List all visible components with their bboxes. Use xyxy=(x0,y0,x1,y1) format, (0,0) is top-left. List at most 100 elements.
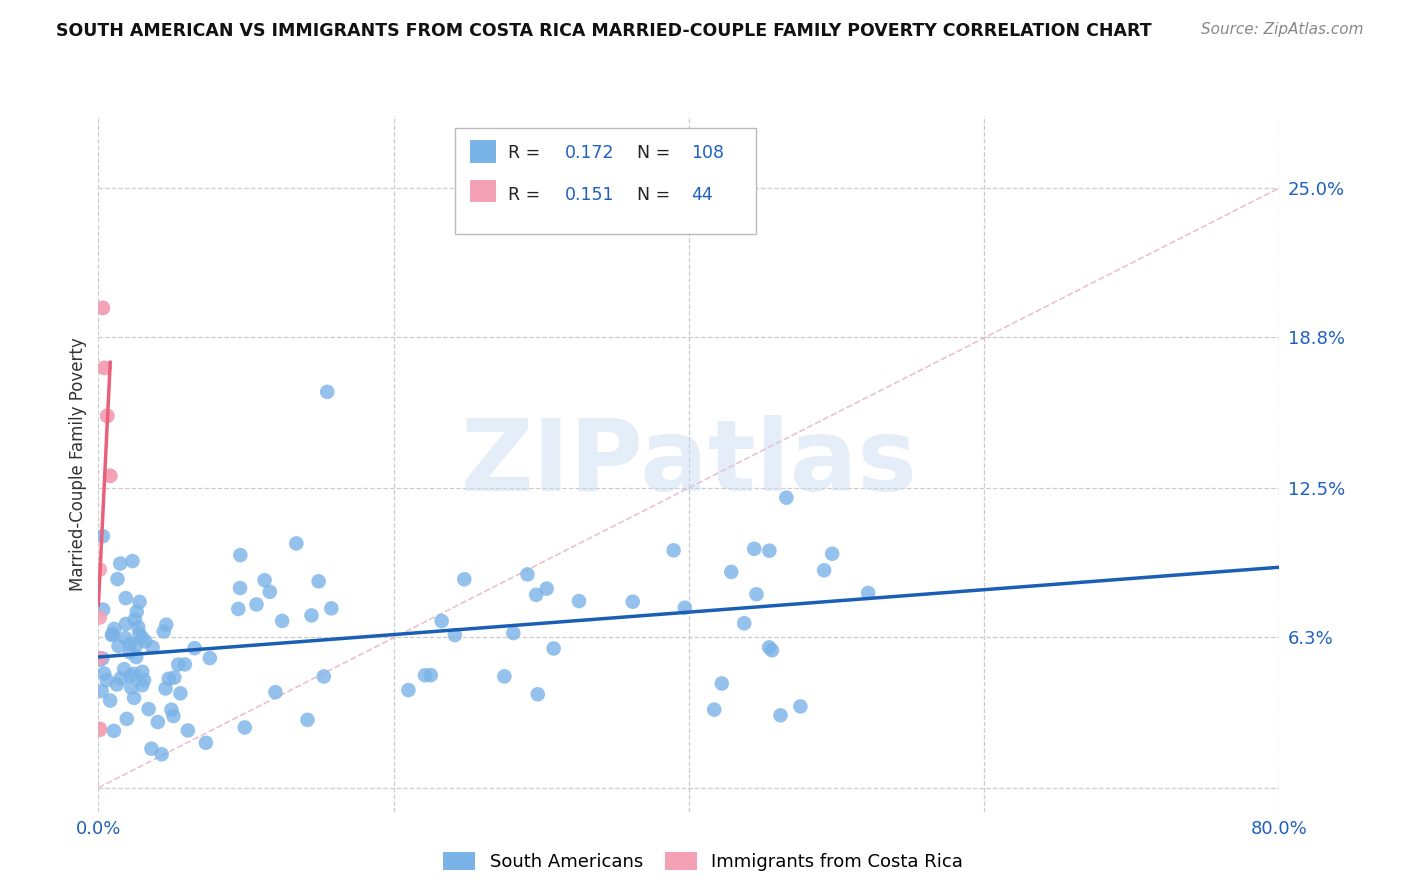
Point xyxy=(543,641,565,656)
Point xyxy=(141,741,163,756)
Point xyxy=(114,631,136,645)
Point xyxy=(89,653,111,667)
Point xyxy=(264,685,287,699)
Point xyxy=(120,669,142,683)
Point xyxy=(93,360,115,375)
Text: 0.151: 0.151 xyxy=(565,186,614,203)
Point xyxy=(89,723,111,737)
Point xyxy=(96,673,118,687)
Text: 44: 44 xyxy=(692,186,713,203)
Point xyxy=(516,567,538,582)
Point xyxy=(115,712,138,726)
Text: SOUTH AMERICAN VS IMMIGRANTS FROM COSTA RICA MARRIED-COUPLE FAMILY POVERTY CORRE: SOUTH AMERICAN VS IMMIGRANTS FROM COSTA … xyxy=(56,22,1152,40)
Point xyxy=(89,610,111,624)
Point xyxy=(118,637,141,651)
Point xyxy=(229,581,252,595)
Point xyxy=(96,409,118,423)
Point xyxy=(453,572,475,586)
Point xyxy=(98,468,121,483)
Point xyxy=(761,643,783,657)
Point xyxy=(101,628,124,642)
Point xyxy=(173,657,195,672)
Point xyxy=(125,650,148,665)
Point xyxy=(568,594,591,608)
Y-axis label: Married-Couple Family Poverty: Married-Couple Family Poverty xyxy=(69,337,87,591)
Point xyxy=(769,708,792,723)
Point xyxy=(789,699,811,714)
Point xyxy=(103,622,125,636)
Point xyxy=(115,616,138,631)
Point xyxy=(621,595,644,609)
Point xyxy=(127,620,149,634)
Point xyxy=(758,543,780,558)
Point xyxy=(146,714,169,729)
Point xyxy=(98,468,121,483)
Point xyxy=(285,536,308,550)
Point xyxy=(259,584,281,599)
Point xyxy=(413,668,436,682)
Point xyxy=(128,595,150,609)
Point xyxy=(419,668,441,682)
Point xyxy=(502,626,524,640)
Point xyxy=(526,687,548,701)
Point xyxy=(134,634,156,648)
Point xyxy=(703,703,725,717)
Point xyxy=(125,605,148,619)
Point xyxy=(91,651,114,665)
Point xyxy=(131,665,153,679)
Text: R =: R = xyxy=(508,144,546,161)
Point xyxy=(122,666,145,681)
FancyBboxPatch shape xyxy=(456,128,756,235)
Point xyxy=(91,301,114,315)
Point xyxy=(775,491,797,505)
Point xyxy=(720,565,742,579)
Point xyxy=(138,702,160,716)
Point xyxy=(194,736,217,750)
Point xyxy=(198,651,221,665)
Point xyxy=(91,301,114,315)
Point xyxy=(132,673,155,687)
Point xyxy=(107,572,129,586)
Point xyxy=(90,684,112,698)
FancyBboxPatch shape xyxy=(471,180,496,202)
Point xyxy=(112,662,135,676)
Point xyxy=(821,547,844,561)
Point xyxy=(245,598,267,612)
Point xyxy=(167,657,190,672)
Point xyxy=(321,601,343,615)
Point xyxy=(98,693,121,707)
Point xyxy=(89,722,111,736)
Point xyxy=(160,703,183,717)
Point xyxy=(524,588,547,602)
Point xyxy=(183,641,205,656)
Text: ZIPatlas: ZIPatlas xyxy=(461,416,917,512)
Point xyxy=(114,591,136,605)
Point xyxy=(120,645,142,659)
Point xyxy=(89,651,111,665)
Point xyxy=(103,723,125,738)
Point xyxy=(271,614,294,628)
Point xyxy=(93,360,115,375)
Point xyxy=(124,613,146,627)
Point xyxy=(110,671,132,685)
Point xyxy=(121,554,143,568)
Point xyxy=(101,627,124,641)
Point xyxy=(177,723,200,738)
Point xyxy=(128,626,150,640)
Point xyxy=(120,681,142,695)
FancyBboxPatch shape xyxy=(471,140,496,162)
Point xyxy=(856,586,879,600)
Point xyxy=(301,608,323,623)
Text: Source: ZipAtlas.com: Source: ZipAtlas.com xyxy=(1201,22,1364,37)
Point xyxy=(155,617,177,632)
Point xyxy=(444,628,467,642)
Point xyxy=(105,677,128,691)
Point xyxy=(122,690,145,705)
Point xyxy=(308,574,330,589)
Point xyxy=(157,672,180,686)
Point xyxy=(662,543,685,558)
Point xyxy=(229,548,252,562)
Point xyxy=(396,683,419,698)
Point xyxy=(733,616,755,631)
Point xyxy=(91,529,114,543)
